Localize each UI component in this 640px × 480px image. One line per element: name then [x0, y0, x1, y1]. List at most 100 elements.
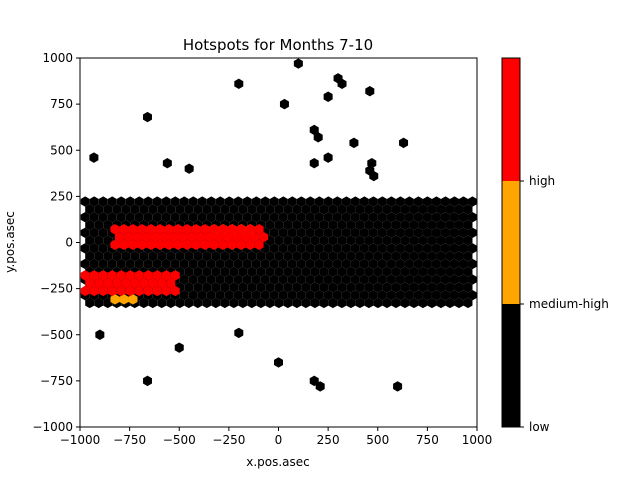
hexbin-cell-low — [103, 297, 113, 309]
hexbin-cell-low — [449, 211, 459, 223]
hexbin-cell-low — [256, 250, 266, 262]
hexbin-cell-low — [283, 266, 293, 277]
hexbin-cell-low — [440, 258, 450, 270]
hexbin-cell-low — [440, 211, 450, 223]
hexbin-cell-low — [202, 250, 212, 262]
hexbin-cell-low — [85, 204, 95, 215]
hexbin-cell-low — [224, 258, 234, 270]
hexbin-cell-low — [373, 282, 383, 293]
hexbin-cell-low — [395, 289, 405, 301]
hexbin-cell-low — [292, 250, 302, 262]
hexbin-cell-low — [130, 250, 140, 262]
hexbin-cell-low — [445, 219, 455, 231]
hexbin-cell-high — [155, 224, 165, 235]
hexbin-cell-low — [404, 196, 414, 207]
hexbin-cell-low — [301, 204, 311, 215]
colorbar-frame — [501, 57, 521, 428]
hexbin-cell-low — [301, 250, 311, 262]
hexbin-cell-high — [143, 285, 153, 297]
hexbin-cell-outlier — [349, 137, 359, 149]
hexbin-cell-low — [440, 289, 450, 301]
hexbin-cell-low — [85, 250, 95, 262]
hexbin-cell-low — [265, 204, 275, 215]
hexbin-cell-high — [191, 239, 201, 251]
hexbin-cell-low — [274, 297, 284, 309]
hexbin-cell-low — [454, 297, 464, 309]
hexbin-cell-low — [445, 235, 455, 246]
hexbin-cell-low — [314, 274, 324, 285]
hexbin-cell-low — [296, 196, 306, 207]
hexbin-cell-low — [89, 258, 99, 270]
hexbin-cell-low — [413, 227, 423, 238]
hexbin-cell-high — [200, 224, 210, 235]
hexbin-cell-high — [112, 277, 122, 289]
hexbin-cell-high — [187, 231, 197, 243]
hexbin-cell-high — [148, 277, 158, 289]
hexbin-cell-high — [250, 231, 260, 243]
hexbin-cell-high — [241, 231, 251, 243]
hexbin-cell-low — [125, 211, 135, 223]
hexbin-cell-low — [296, 274, 306, 285]
hexbin-cell-low — [368, 227, 378, 238]
hexbin-cell-low — [134, 258, 144, 270]
hexbin-cell-low — [233, 289, 243, 301]
hexbin-cell-low — [341, 243, 351, 254]
hexbin-cell-low — [238, 204, 248, 215]
hexbin-cell-low — [265, 297, 275, 309]
hexbin-cell-low — [107, 196, 117, 207]
hexbin-cell-low — [175, 204, 185, 215]
hexbin-cell-high — [134, 270, 144, 281]
hexbin-cell-low — [440, 274, 450, 285]
hexbin-cell-low — [287, 274, 297, 285]
hexbin-cell-low — [395, 243, 405, 254]
hexbin-cell-low — [337, 250, 347, 262]
hexbin-cell-high — [236, 239, 246, 251]
hexbin-cell-low — [364, 204, 374, 215]
hexbin-cell-low — [332, 227, 342, 238]
hexbin-cell-low — [296, 258, 306, 270]
hexbin-cell-low — [80, 243, 90, 254]
hexbin-cell-low — [377, 196, 387, 207]
hexbin-cell-low — [323, 274, 333, 285]
hexbin-cell-low — [314, 258, 324, 270]
hexbin-cell-low — [103, 250, 113, 262]
hexbin-cell-low — [404, 258, 414, 270]
hexbin-cell-low — [377, 258, 387, 270]
hexbin-cell-low — [143, 196, 153, 207]
hexbin-cell-high — [80, 285, 90, 297]
hexbin-cell-low — [355, 250, 365, 262]
hexbin-cell-low — [341, 258, 351, 270]
hexbin-cell-low — [386, 243, 396, 254]
hexbin-cell-low — [224, 211, 234, 223]
hexbin-cell-low — [103, 219, 113, 231]
hexbin-cell-low — [418, 297, 428, 309]
hexbin-cell-low — [301, 282, 311, 293]
hexbin-cell-low — [148, 204, 158, 215]
hexbin-cell-low — [251, 211, 261, 223]
x-tick-label: −500 — [163, 433, 196, 447]
hexbin-cell-low — [382, 266, 392, 277]
hexbin-cell-low — [202, 297, 212, 309]
hexbin-cell-low — [152, 196, 162, 207]
hexbin-cell-high — [223, 231, 233, 243]
x-tick-label: 0 — [275, 433, 283, 447]
hexbin-cell-low — [328, 204, 338, 215]
hexbin-cell-low — [116, 258, 126, 270]
hexbin-cell-high — [152, 270, 162, 281]
hexbin-cell-low — [242, 289, 252, 301]
hexbin-cell-low — [431, 211, 441, 223]
hexbin-cell-low — [346, 235, 356, 246]
hexbin-cell-low — [350, 243, 360, 254]
hexbin-cell-high — [218, 239, 228, 251]
hexbin-cell-high — [143, 270, 153, 281]
hexbin-cell-low — [332, 243, 342, 254]
hexbin-cell-low — [355, 266, 365, 277]
hexbin-cell-low — [436, 297, 446, 309]
hexbin-cell-high — [161, 270, 171, 281]
hexbin-cell-low — [157, 204, 167, 215]
hexbin-cell-low — [368, 289, 378, 301]
hexbin-cell-low — [220, 266, 230, 277]
hexbin-cell-low — [386, 211, 396, 223]
hexbin-cell-low — [350, 289, 360, 301]
hexbin-cell-low — [332, 289, 342, 301]
